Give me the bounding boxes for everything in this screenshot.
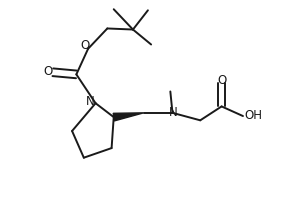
Text: N: N: [85, 95, 94, 108]
Text: O: O: [43, 65, 53, 78]
Polygon shape: [113, 113, 144, 121]
Text: O: O: [80, 39, 89, 52]
Text: OH: OH: [244, 109, 262, 122]
Text: O: O: [218, 74, 227, 87]
Text: N: N: [169, 106, 177, 119]
